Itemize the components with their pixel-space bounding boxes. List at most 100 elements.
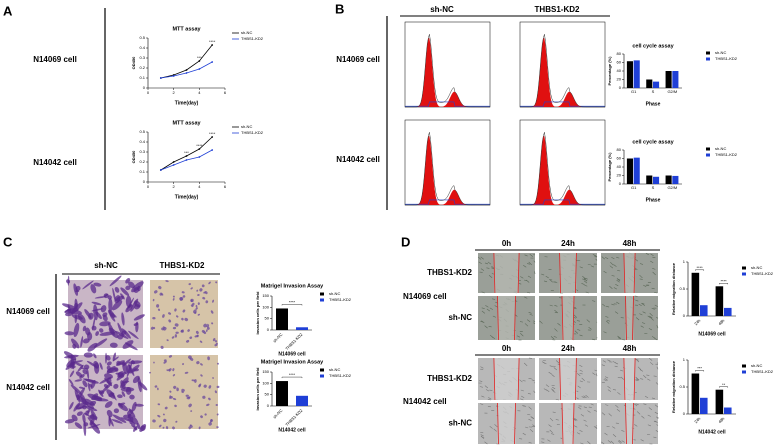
- scratch-gap: [625, 296, 634, 340]
- stained-cell: [198, 426, 201, 430]
- cell-texture: [656, 325, 659, 329]
- cell-texture: [528, 312, 532, 314]
- cell-texture: [650, 317, 654, 321]
- g2-peak: [405, 189, 490, 205]
- stained-cell: [168, 319, 172, 323]
- stained-cell: [163, 418, 167, 423]
- stained-cell: [64, 419, 75, 424]
- wound-edge: [575, 357, 577, 401]
- cell-texture: [655, 430, 659, 433]
- row-label: N14042 cell: [33, 158, 77, 167]
- x-tick-label: 48h: [717, 416, 725, 424]
- legend-label: THBS1-KD2: [751, 369, 774, 374]
- stained-cell: [104, 401, 113, 408]
- bar: [724, 307, 732, 316]
- stained-cell: [87, 393, 103, 402]
- cell-texture: [579, 364, 583, 367]
- cell-texture: [651, 287, 655, 290]
- stained-cell: [154, 290, 158, 294]
- cell-texture: [579, 369, 583, 372]
- significance-bracket: [719, 283, 728, 285]
- significance: ****: [696, 265, 703, 270]
- legend-label: sh-NC: [241, 124, 252, 129]
- cell-texture: [609, 285, 613, 289]
- legend-swatch: [742, 266, 746, 270]
- stained-cell: [87, 424, 101, 429]
- stained-cell: [66, 358, 77, 368]
- cell-texture: [603, 331, 607, 334]
- fit-line: [520, 101, 605, 107]
- y-tick-label: 40: [617, 164, 622, 169]
- stained-cell: [117, 371, 124, 378]
- y-tick-label: 0: [143, 85, 146, 90]
- cell-texture: [613, 264, 617, 267]
- cell-texture: [642, 311, 646, 314]
- stained-cell: [82, 404, 87, 410]
- cell-texture: [648, 407, 653, 411]
- bar: [296, 395, 308, 406]
- cell-texture: [643, 403, 647, 405]
- stained-cell: [190, 304, 194, 308]
- stained-cell: [94, 296, 106, 299]
- stained-cell: [184, 371, 189, 374]
- stained-cell: [121, 328, 131, 339]
- cell-texture: [604, 432, 608, 436]
- panel-label: C: [3, 234, 13, 249]
- wound-edge: [632, 295, 634, 341]
- micrograph: [150, 280, 218, 348]
- cell-texture: [481, 307, 485, 310]
- y-tick-label: 0.4: [139, 139, 145, 144]
- cell-texture: [583, 395, 587, 399]
- stained-cell: [93, 353, 97, 359]
- cell-texture: [587, 410, 591, 413]
- wound-edge: [559, 252, 561, 294]
- stained-cell: [86, 367, 90, 380]
- stained-cell: [163, 360, 167, 364]
- data-point: [185, 159, 188, 161]
- stained-cell: [154, 385, 158, 388]
- y-tick-label: 0: [267, 403, 270, 408]
- wound-edge: [625, 295, 627, 341]
- cell-texture: [595, 373, 598, 377]
- stained-cell: [185, 394, 189, 397]
- cell-texture: [584, 284, 588, 287]
- y-tick-label: 20: [617, 173, 622, 178]
- cell-texture: [584, 424, 589, 427]
- stained-cell: [84, 405, 98, 412]
- cell-texture: [479, 386, 483, 388]
- wound-edge: [517, 252, 520, 294]
- cell-texture: [616, 278, 621, 282]
- cell-texture: [552, 386, 556, 390]
- stained-cell: [175, 420, 178, 423]
- cell-texture: [520, 389, 524, 392]
- x-tick-label: sh-NC: [272, 332, 284, 344]
- cell-texture: [620, 369, 624, 372]
- stained-cell: [99, 376, 112, 384]
- cell-texture: [579, 430, 583, 432]
- column-header: sh-NC: [94, 261, 118, 270]
- stained-cell: [95, 331, 100, 336]
- stained-cell: [188, 403, 192, 408]
- y-tick-label: 60: [617, 156, 622, 161]
- cell-texture: [579, 380, 583, 383]
- cell-texture: [648, 328, 653, 331]
- stained-cell: [171, 336, 175, 339]
- cell-texture: [543, 388, 547, 391]
- stained-cell: [69, 401, 74, 410]
- chart-title: MTT assay: [172, 26, 201, 32]
- stained-cell: [134, 300, 141, 308]
- significance: ****: [289, 372, 296, 377]
- stained-cell: [203, 384, 207, 388]
- y-tick-label: 150: [262, 293, 269, 298]
- cell-texture: [610, 440, 615, 444]
- cell-texture: [550, 336, 555, 340]
- stained-cell: [117, 334, 124, 340]
- cell-texture: [654, 404, 659, 408]
- cell-texture: [487, 261, 492, 265]
- cell-texture: [488, 326, 492, 328]
- scratch-gap: [559, 358, 577, 400]
- y-tick-label: 0.2: [139, 65, 145, 70]
- cell-texture: [550, 388, 555, 391]
- cell-texture: [638, 303, 642, 306]
- legend-swatch: [706, 51, 710, 55]
